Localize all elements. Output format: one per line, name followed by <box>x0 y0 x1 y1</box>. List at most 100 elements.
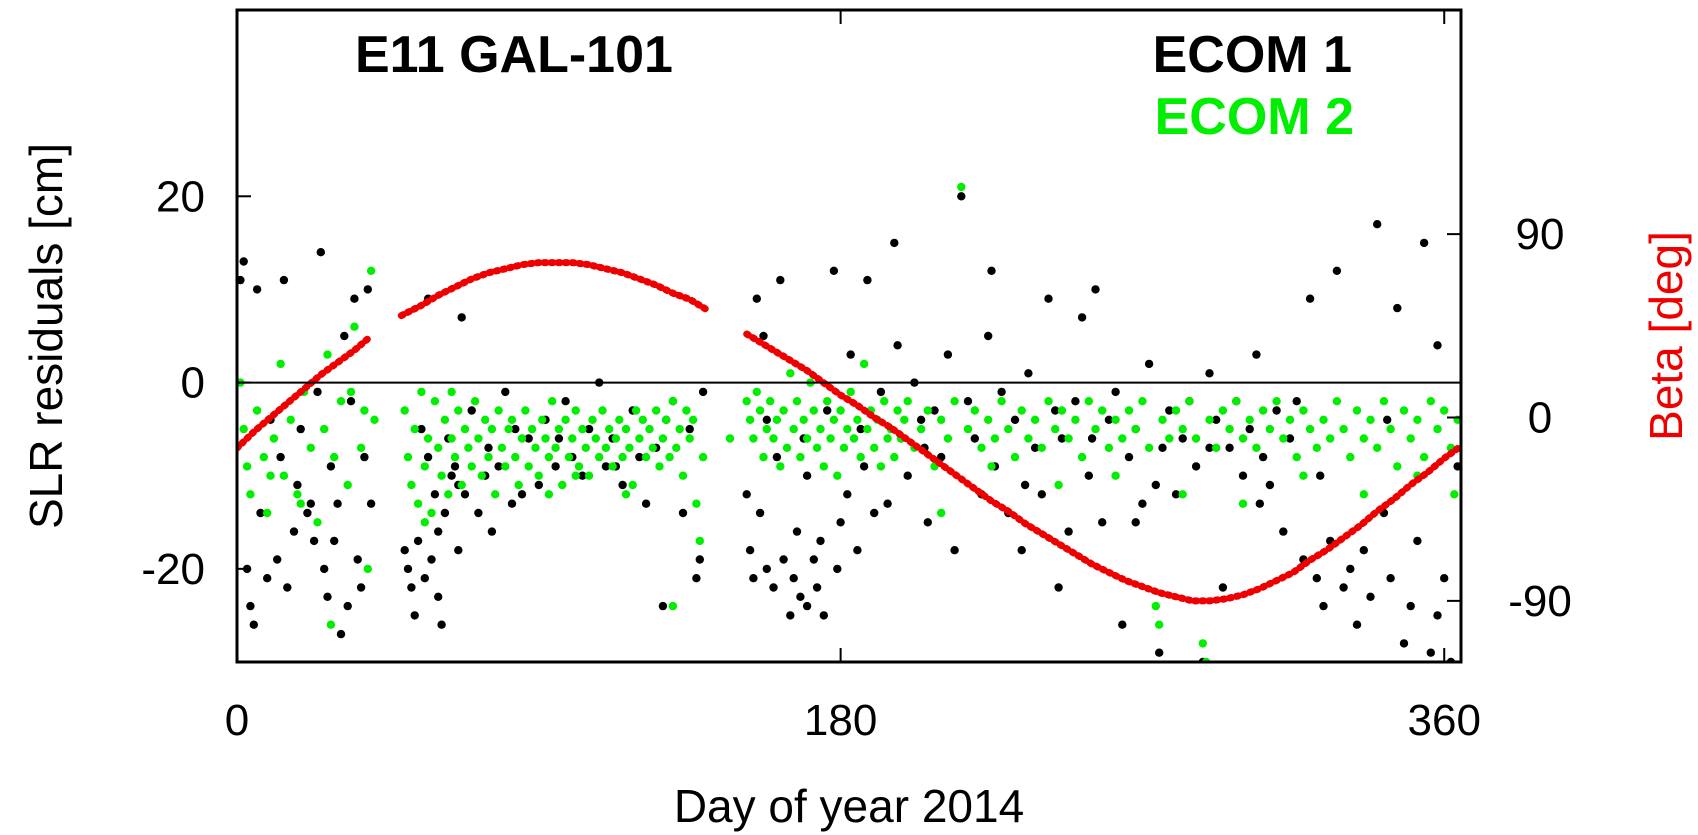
ecom1-point <box>762 564 771 574</box>
ecom1-point <box>635 452 644 462</box>
ecom1-point <box>1171 490 1181 499</box>
ecom1-point <box>237 275 245 285</box>
ecom2-point <box>437 471 446 480</box>
ecom2-point <box>430 397 440 406</box>
ecom2-point <box>863 424 872 434</box>
ecom2-point <box>1299 406 1308 415</box>
ecom1-point <box>1051 406 1060 415</box>
ecom1-point <box>511 424 520 434</box>
ecom2-point <box>876 462 886 471</box>
ecom2-point <box>1044 397 1053 406</box>
ecom2-point <box>1064 434 1073 443</box>
ecom1-point <box>923 518 932 527</box>
ecom1-point <box>678 508 688 518</box>
ecom1-point <box>1255 499 1265 508</box>
ecom1-point <box>246 601 255 611</box>
ecom1-point <box>350 294 359 303</box>
ecom2-point <box>554 424 564 434</box>
ecom2-point <box>571 471 580 480</box>
ecom2-point <box>544 452 554 462</box>
ecom1-point <box>745 546 755 555</box>
x-tick-label: 0 <box>225 696 249 745</box>
ecom1-point <box>494 462 503 471</box>
ecom1-point <box>434 592 443 601</box>
ecom2-point <box>605 424 614 434</box>
ecom2-point <box>923 406 932 415</box>
ecom2-point <box>1393 462 1402 471</box>
ecom1-point <box>749 574 758 583</box>
ecom2-point <box>893 406 902 415</box>
ecom1-point <box>450 462 460 471</box>
ecom2-point <box>588 415 597 424</box>
ecom2-point <box>591 434 600 443</box>
ecom2-point <box>648 443 657 452</box>
ecom2-point <box>1312 443 1322 452</box>
ecom2-point <box>641 452 651 462</box>
ecom2-point <box>363 564 372 574</box>
ecom2-point <box>457 480 466 490</box>
ecom2-point <box>635 434 644 443</box>
ecom1-point <box>1440 574 1449 583</box>
ecom1-point <box>578 471 587 480</box>
ecom1-point <box>1433 611 1442 620</box>
ecom2-point <box>1218 406 1228 415</box>
ecom2-point <box>263 508 272 518</box>
ecom1-point <box>970 434 979 443</box>
ecom1-point <box>853 546 862 555</box>
ecom2-point <box>571 406 580 415</box>
ecom2-point <box>497 443 507 452</box>
axis-ticks: 0 180 360 -20 0 20 -90 0 90 <box>141 10 1572 745</box>
ecom1-point <box>1346 564 1355 574</box>
ecom2-point <box>427 508 436 518</box>
ecom1-point <box>823 406 832 415</box>
ecom1-point <box>309 536 319 546</box>
ecom1-point <box>1057 434 1067 443</box>
legend-ecom1: ECOM 1 <box>1153 26 1352 84</box>
ecom1-point <box>658 601 668 611</box>
ecom2-point <box>400 406 409 415</box>
ecom2-point <box>833 471 842 480</box>
ecom2-point <box>507 415 517 424</box>
ecom1-point <box>340 331 349 341</box>
ecom2-point <box>1332 397 1342 406</box>
ecom2-point <box>618 452 627 462</box>
ecom1-point <box>417 424 426 434</box>
ecom2-point <box>916 424 926 434</box>
ecom1-point <box>1373 220 1382 229</box>
ecom1-point <box>903 471 912 480</box>
beta-line <box>397 259 710 320</box>
ecom1-point <box>836 518 845 527</box>
ecom1-point <box>434 527 443 536</box>
ecom1-point <box>346 397 356 406</box>
ecom2-point <box>1238 499 1248 508</box>
ecom2-point <box>460 424 470 434</box>
ecom2-point <box>1017 406 1026 415</box>
ecom1-point <box>1155 648 1164 657</box>
ecom2-point <box>1185 397 1194 406</box>
ecom2-point <box>849 434 859 443</box>
ecom1-point <box>816 536 825 546</box>
ecom1-point <box>1332 266 1342 275</box>
ecom1-point <box>1258 452 1268 462</box>
ecom2-point <box>279 471 289 480</box>
ecom2-point <box>900 415 909 424</box>
ecom2-point <box>1155 620 1164 629</box>
ecom1-point <box>256 508 265 518</box>
ecom1-point <box>1178 434 1187 443</box>
ecom2-point <box>772 415 782 424</box>
ecom2-point <box>802 434 812 443</box>
ecom2-point <box>668 397 678 406</box>
ecom1-point <box>1024 369 1033 378</box>
ecom2-point <box>269 434 279 443</box>
ecom2-point <box>598 406 607 415</box>
ecom2-point <box>1124 406 1134 415</box>
ecom2-point <box>695 536 704 546</box>
ecom2-point <box>1386 424 1395 434</box>
ecom1-point <box>363 285 372 294</box>
ecom1-point <box>863 275 872 285</box>
ecom1-point <box>283 583 292 592</box>
ecom1-point <box>320 564 329 574</box>
ecom1-point <box>1212 415 1221 424</box>
ecom1-point <box>1359 546 1369 555</box>
